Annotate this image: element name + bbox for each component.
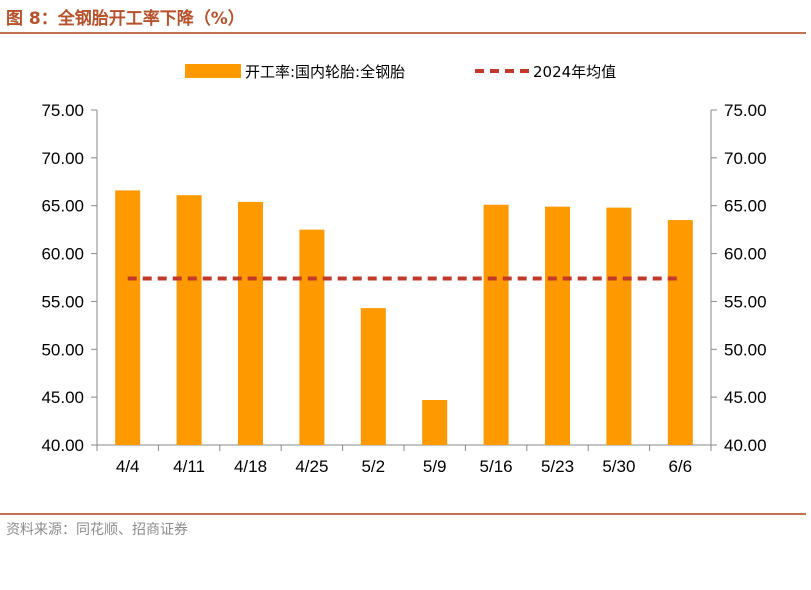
- x-tick-label: 5/30: [602, 457, 635, 476]
- bar-6-6: [667, 220, 693, 445]
- legend-swatch-bar: [185, 64, 241, 78]
- y-tick-label-right: 50.00: [724, 340, 767, 359]
- y-tick-label-left: 45.00: [41, 388, 84, 407]
- bar-4-4: [115, 190, 141, 445]
- y-tick-label-right: 65.00: [724, 197, 767, 216]
- bar-4-11: [176, 195, 202, 445]
- y-tick-label-right: 55.00: [724, 292, 767, 311]
- y-tick-label-right: 75.00: [724, 101, 767, 120]
- x-tick-label: 5/9: [423, 457, 447, 476]
- x-tick-label: 4/11: [173, 457, 205, 476]
- y-tick-label-left: 70.00: [41, 149, 84, 168]
- chart-title: 图 8：全钢胎开工率下降（%）: [6, 9, 245, 29]
- bar-5-23: [545, 206, 570, 445]
- legend-label-avg: 2024年均值: [533, 63, 616, 81]
- x-tick-label: 4/18: [234, 457, 267, 476]
- legend-label-bar: 开工率:国内轮胎:全钢胎: [245, 63, 405, 81]
- y-tick-label-right: 40.00: [724, 436, 767, 455]
- y-tick-label-right: 45.00: [724, 388, 767, 407]
- y-tick-label-left: 60.00: [41, 245, 84, 264]
- chart: 开工率:国内轮胎:全钢胎 2024年均值 40.00 40.00 45.00 45.0…: [41, 63, 766, 476]
- bar-5-2: [360, 308, 386, 445]
- bar-5-16: [483, 204, 509, 445]
- x-tick-label: 4/25: [295, 457, 328, 476]
- bar-4-18: [238, 201, 263, 445]
- bar-4-25: [299, 229, 325, 445]
- x-tick-label: 4/4: [116, 457, 140, 476]
- bars: [115, 190, 693, 445]
- y-tick-label-left: 75.00: [41, 101, 84, 120]
- bar-5-9: [422, 400, 448, 445]
- bottom-divider: [0, 513, 806, 515]
- top-divider: [0, 32, 806, 34]
- y-tick-label-left: 55.00: [41, 292, 84, 311]
- y-tick-label-right: 70.00: [724, 149, 767, 168]
- x-tick-label: 6/6: [668, 457, 692, 476]
- y-tick-label-right: 60.00: [724, 245, 767, 264]
- y-tick-label-left: 50.00: [41, 340, 84, 359]
- source-note: 资料来源：同花顺、招商证券: [6, 522, 188, 538]
- x-tick-label: 5/2: [361, 457, 385, 476]
- x-tick-label: 5/16: [480, 457, 513, 476]
- bar-5-30: [606, 207, 632, 445]
- x-tick-label: 5/23: [541, 457, 574, 476]
- tick-labels: 40.00 40.00 45.00 45.00 50.00 50.00 55.00 55.00…: [41, 101, 766, 476]
- y-tick-label-left: 40.00: [41, 436, 84, 455]
- legend: 开工率:国内轮胎:全钢胎 2024年均值: [185, 63, 616, 81]
- y-tick-label-left: 65.00: [41, 197, 84, 216]
